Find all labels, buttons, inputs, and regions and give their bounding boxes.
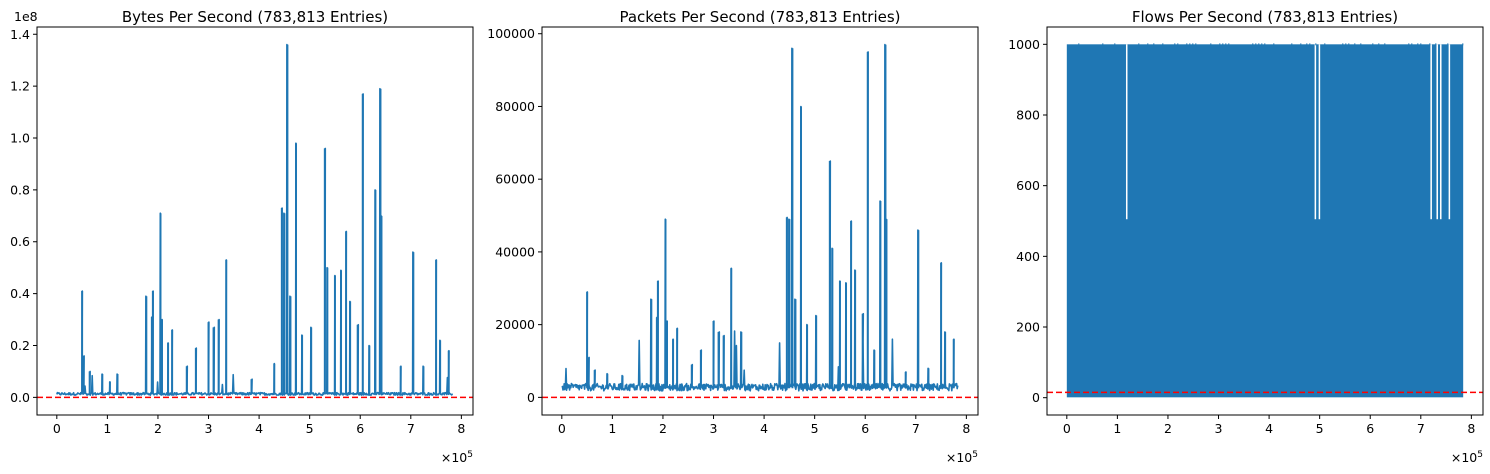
x-tick-label: 0: [53, 421, 61, 436]
plot-area: [1066, 43, 1464, 398]
chart-title: Flows Per Second (783,813 Entries): [1132, 8, 1398, 26]
y-tick-label: 100000: [487, 26, 535, 41]
x-tick-label: 0: [1063, 421, 1071, 436]
axes-frame: [1046, 26, 1484, 416]
y-tick-label: 0.8: [10, 182, 30, 197]
x-tick-label: 1: [1113, 421, 1121, 436]
x-tick-label: 8: [962, 421, 970, 436]
x-tick-label: 4: [255, 421, 263, 436]
y-tick-label: 40000: [495, 244, 535, 259]
x-tick-label: 4: [760, 421, 768, 436]
x-tick-label: 8: [457, 421, 465, 436]
series-gap-0: [1125, 44, 1128, 220]
series-gap-1: [1314, 44, 1317, 220]
y-tick-label: 80000: [495, 99, 535, 114]
plot-area: [56, 43, 454, 396]
x-tick-label: 2: [659, 421, 667, 436]
axes-frame: [541, 26, 979, 416]
x-tick-label: 7: [912, 421, 920, 436]
x-tick-label: 6: [861, 421, 869, 436]
y-tick-label: 600: [1016, 178, 1040, 193]
y-tick-label: 1.0: [10, 131, 30, 146]
flows-per-second-chart: Flows Per Second (783,813 Entries) ×105 …: [1008, 8, 1484, 465]
y-tick-label: 0.2: [10, 338, 30, 353]
x-tick-label: 3: [205, 421, 213, 436]
series-gap-5: [1440, 44, 1442, 220]
y-tick-label: 20000: [495, 317, 535, 332]
y-tick-label: 800: [1016, 107, 1040, 122]
chart-title: Bytes Per Second (783,813 Entries): [122, 8, 388, 26]
y-tick-label: 200: [1016, 320, 1040, 335]
x-tick-label: 8: [1467, 421, 1475, 436]
series-gap-4: [1436, 44, 1438, 220]
x-tick-label: 7: [1417, 421, 1425, 436]
bytes-per-second-chart: Bytes Per Second (783,813 Entries) 1e8 ×…: [10, 8, 474, 465]
x-tick-label: 5: [811, 421, 819, 436]
x-tick-label: 2: [154, 421, 162, 436]
y-offset-label: 1e8: [14, 9, 38, 24]
plot-area: [561, 43, 959, 392]
y-tick-label: 400: [1016, 249, 1040, 264]
x-tick-label: 5: [1316, 421, 1324, 436]
x-multiplier-label: ×105: [946, 450, 978, 465]
x-tick-label: 4: [1265, 421, 1273, 436]
y-tick-label: 60000: [495, 172, 535, 187]
x-tick-label: 6: [356, 421, 364, 436]
packets-per-second-chart: Packets Per Second (783,813 Entries) ×10…: [487, 8, 979, 465]
x-tick-label: 3: [710, 421, 718, 436]
x-tick-label: 2: [1164, 421, 1172, 436]
y-tick-label: 0.0: [10, 390, 30, 405]
series-gap-2: [1318, 44, 1321, 220]
y-tick-label: 1.4: [10, 27, 30, 42]
series-line: [56, 43, 454, 396]
x-tick-label: 1: [608, 421, 616, 436]
x-tick-label: 0: [558, 421, 566, 436]
y-tick-label: 1000: [1008, 37, 1040, 52]
series-band: [1066, 44, 1464, 398]
series-gap-3: [1430, 44, 1432, 220]
series-line: [561, 43, 959, 392]
x-tick-label: 3: [1215, 421, 1223, 436]
y-tick-label: 0: [1032, 390, 1040, 405]
x-multiplier-label: ×105: [1451, 450, 1483, 465]
chart-title: Packets Per Second (783,813 Entries): [619, 8, 900, 26]
y-tick-label: 0.6: [10, 234, 30, 249]
y-tick-label: 0.4: [10, 286, 30, 301]
x-tick-label: 7: [407, 421, 415, 436]
y-tick-label: 1.2: [10, 79, 30, 94]
series-gap-6: [1448, 44, 1451, 220]
y-tick-label: 0: [527, 390, 535, 405]
x-tick-label: 5: [306, 421, 314, 436]
x-tick-label: 6: [1366, 421, 1374, 436]
x-tick-label: 1: [103, 421, 111, 436]
x-multiplier-label: ×105: [441, 450, 473, 465]
axes-frame: [36, 26, 474, 416]
